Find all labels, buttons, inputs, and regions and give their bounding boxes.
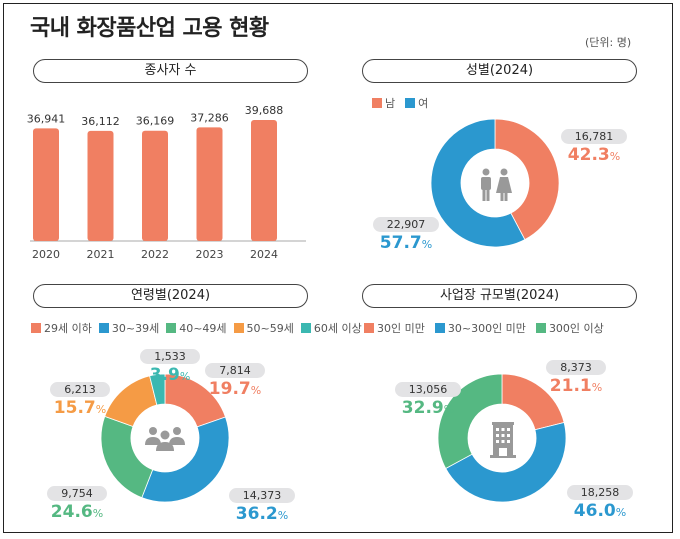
bar-value-label: 36,169	[136, 115, 175, 128]
size-label-30-300: 18,258 46.0%	[560, 481, 640, 521]
page-title: 국내 화장품산업 고용 현황	[30, 16, 269, 41]
x-tick-label: 2024	[250, 248, 278, 261]
legend-label: 여	[418, 97, 429, 110]
legend-item: 40~49세	[166, 320, 227, 336]
value-badge: 9,754	[47, 486, 107, 501]
legend-item: 300인 이상	[535, 320, 604, 336]
percent-label: 15.7%	[53, 398, 107, 418]
section-title-gender: 성별(2024)	[362, 59, 637, 83]
legend-item: 남	[372, 95, 395, 111]
age-label-40s: 9,754 24.6%	[37, 482, 117, 522]
x-tick-label: 2020	[32, 248, 60, 261]
legend-swatch	[300, 323, 311, 333]
bar-2021	[87, 130, 114, 241]
bar-value-label: 39,688	[245, 104, 284, 117]
legend-item: 50~59세	[233, 320, 294, 336]
legend-label: 40~49세	[179, 322, 227, 335]
age-label-29-under: 7,814 19.7%	[196, 359, 274, 399]
legend-item: 29세 이하	[31, 320, 92, 336]
age-label-50s: 6,213 15.7%	[40, 378, 120, 418]
legend-label: 남	[385, 97, 396, 110]
employees-bar-chart: 36,941 2020 36,112 2021 36,169 2022 37,286 2023…	[27, 104, 306, 261]
legend-item: 30~300인 미만	[434, 320, 526, 336]
legend-label: 30~39세	[111, 322, 160, 335]
percent-label: 19.7%	[208, 379, 262, 399]
value-badge: 22,907	[372, 217, 440, 232]
man-woman-icon	[481, 168, 512, 201]
size-label-300-over: 13,056 32.9%	[388, 378, 468, 418]
percent-label: 42.3%	[567, 145, 621, 165]
value-badge: 8,373	[546, 360, 606, 375]
gender-donut-chart	[430, 118, 560, 248]
legend-label: 30인 미만	[377, 322, 425, 335]
unit-label: (단위: 명)	[585, 36, 632, 49]
percent-label: 46.0%	[573, 501, 627, 521]
size-label-under-30: 8,373 21.1%	[536, 356, 616, 396]
legend-swatch	[166, 323, 177, 333]
legend-label: 300인 이상	[548, 322, 604, 335]
value-badge: 18,258	[566, 485, 634, 500]
legend-swatch	[535, 323, 546, 333]
age-label-30s: 14,373 36.2%	[222, 484, 302, 524]
percent-label: 21.1%	[549, 376, 603, 396]
gender-label-male: 16,781 42.3%	[554, 125, 634, 165]
legend-swatch	[98, 323, 109, 333]
percent-label: 3.9%	[149, 365, 191, 385]
section-title-size: 사업장 규모별(2024)	[362, 284, 637, 308]
percent-label: 24.6%	[50, 502, 104, 522]
value-badge: 16,781	[560, 129, 628, 144]
value-badge: 14,373	[228, 488, 296, 503]
value-badge: 6,213	[50, 382, 110, 397]
legend-label: 50~59세	[246, 322, 294, 335]
legend-label: 29세 이하	[44, 322, 92, 335]
legend-item: 60세 이상	[300, 320, 362, 336]
legend-swatch	[372, 98, 382, 108]
group-icon	[145, 427, 185, 451]
bar-value-label: 36,112	[81, 115, 120, 128]
legend-swatch	[233, 323, 244, 333]
size-legend: 30인 미만 30~300인 미만 300인 이상	[364, 320, 604, 336]
donut-hole	[461, 149, 529, 217]
x-tick-label: 2021	[87, 248, 115, 261]
bar-value-label: 37,286	[190, 111, 229, 124]
bar-value-label: 36,941	[27, 112, 66, 125]
bar-2020	[33, 128, 59, 241]
percent-label: 57.7%	[379, 233, 433, 253]
legend-item: 30~39세	[98, 320, 160, 336]
legend-swatch	[405, 98, 416, 108]
bar-2023	[196, 127, 223, 241]
x-tick-label: 2023	[196, 248, 224, 261]
gender-label-female: 22,907 57.7%	[366, 213, 446, 253]
age-label-60-over: 1,533 3.9%	[130, 345, 210, 385]
building-icon	[490, 422, 516, 458]
section-title-age: 연령별(2024)	[33, 284, 308, 308]
value-badge: 1,533	[140, 349, 200, 364]
percent-label: 36.2%	[235, 504, 289, 524]
age-legend: 29세 이하 30~39세 40~49세 50~59세 60세 이상	[31, 320, 362, 336]
infographic-frame	[3, 3, 673, 533]
bar-2022	[142, 130, 168, 241]
legend-swatch	[434, 323, 445, 333]
percent-label: 32.9%	[401, 398, 455, 418]
legend-swatch	[31, 323, 41, 333]
value-badge: 13,056	[394, 382, 462, 397]
legend-label: 60세 이상	[313, 322, 362, 335]
bar-2024	[251, 120, 277, 241]
value-badge: 7,814	[205, 363, 265, 378]
legend-item: 30인 미만	[364, 320, 425, 336]
x-tick-label: 2022	[141, 248, 169, 261]
section-title-employees: 종사자 수	[33, 59, 308, 83]
legend-item: 여	[405, 95, 428, 111]
legend-swatch	[364, 323, 374, 333]
legend-label: 30~300인 미만	[447, 322, 526, 335]
